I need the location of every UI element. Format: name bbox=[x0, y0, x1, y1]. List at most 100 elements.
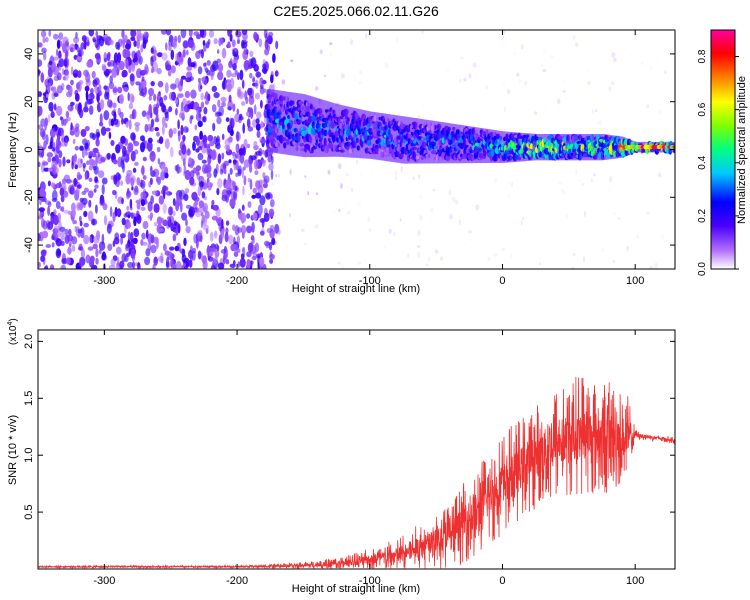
ridge-envelope bbox=[270, 89, 272, 153]
speckle-blob bbox=[661, 234, 665, 240]
x-tick-label: 0 bbox=[499, 275, 505, 287]
speckle-blob bbox=[448, 189, 452, 196]
ridge-blob bbox=[380, 146, 387, 150]
speckle-blob bbox=[601, 248, 604, 252]
ridge-envelope bbox=[388, 114, 391, 162]
ridge-envelope bbox=[452, 123, 455, 164]
noise-blob bbox=[252, 250, 257, 260]
ridge-blob bbox=[279, 135, 284, 144]
colorbar-tick-label: 0.8 bbox=[697, 49, 708, 63]
noise-blob bbox=[119, 111, 124, 119]
speckle-blob bbox=[304, 175, 307, 178]
noise-blob bbox=[197, 66, 203, 75]
noise-blob bbox=[117, 173, 122, 181]
ridge-blob bbox=[558, 138, 562, 146]
noise-blob bbox=[209, 140, 215, 147]
noise-blob bbox=[262, 149, 265, 155]
speckle-blob bbox=[300, 228, 305, 232]
speckle-blob bbox=[400, 166, 403, 173]
ridge-blob bbox=[276, 112, 282, 116]
noise-blob bbox=[52, 61, 57, 69]
speckle-blob bbox=[565, 213, 569, 220]
speckle-blob bbox=[449, 213, 453, 220]
noise-blob bbox=[65, 110, 70, 118]
noise-blob bbox=[247, 242, 254, 253]
noise-blob bbox=[85, 71, 89, 78]
speckle-blob bbox=[641, 61, 644, 66]
noise-blob bbox=[241, 225, 247, 235]
noise-blob bbox=[149, 150, 156, 162]
speckle-blob bbox=[502, 34, 504, 42]
noise-blob bbox=[270, 193, 273, 200]
ridge-blob bbox=[433, 141, 437, 147]
noise-blob bbox=[182, 49, 186, 58]
speckle-blob bbox=[288, 213, 291, 218]
ridge-envelope bbox=[341, 105, 343, 157]
noise-blob bbox=[159, 96, 164, 107]
speckle-blob bbox=[277, 173, 281, 178]
noise-blob bbox=[262, 79, 267, 85]
noise-blob bbox=[211, 247, 217, 253]
noise-blob bbox=[124, 224, 127, 235]
noise-blob bbox=[162, 219, 169, 227]
noise-blob bbox=[177, 119, 180, 130]
noise-blob bbox=[99, 199, 106, 207]
noise-blob bbox=[40, 218, 45, 228]
ridge-envelope bbox=[380, 113, 383, 161]
noise-blob bbox=[220, 38, 224, 45]
noise-blob bbox=[95, 204, 98, 214]
noise-blob bbox=[250, 57, 257, 69]
ridge-blob bbox=[380, 151, 385, 158]
noise-blob bbox=[207, 154, 212, 165]
noise-blob bbox=[230, 73, 238, 78]
noise-blob bbox=[160, 252, 164, 261]
ridge-blob bbox=[349, 149, 353, 154]
noise-blob bbox=[163, 109, 170, 115]
spectrogram-y-axis: -40 -20 0 20 40 bbox=[23, 48, 675, 253]
noise-blob bbox=[186, 148, 191, 156]
noise-blob bbox=[176, 163, 180, 174]
ridge-envelope bbox=[326, 100, 328, 157]
noise-blob bbox=[78, 80, 84, 85]
noise-blob bbox=[120, 236, 123, 245]
noise-blob bbox=[77, 184, 82, 189]
noise-blob bbox=[200, 77, 206, 82]
noise-blob bbox=[121, 117, 124, 125]
snr-line bbox=[38, 376, 675, 569]
noise-blob bbox=[201, 159, 207, 164]
noise-blob bbox=[38, 59, 43, 67]
speckle-blob bbox=[591, 108, 594, 115]
noise-blob bbox=[225, 117, 230, 122]
noise-blob bbox=[119, 260, 125, 269]
noise-blob bbox=[168, 128, 173, 139]
noise-blob bbox=[126, 205, 130, 211]
noise-blob bbox=[217, 99, 221, 108]
speckle-blob bbox=[583, 256, 585, 263]
ridge-envelope bbox=[324, 100, 326, 157]
speckle-blob bbox=[399, 218, 402, 222]
speckle-blob bbox=[542, 48, 546, 53]
ridge-envelope bbox=[335, 103, 338, 157]
ridge-blob bbox=[314, 134, 319, 140]
noise-blob bbox=[79, 220, 83, 227]
ridge-envelope bbox=[479, 127, 482, 164]
noise-blob bbox=[117, 52, 122, 63]
noise-blob bbox=[81, 197, 88, 205]
noise-blob bbox=[102, 65, 107, 72]
noise-blob bbox=[185, 127, 189, 133]
noise-blob bbox=[129, 73, 135, 82]
ridge-blob bbox=[430, 150, 437, 155]
ridge-envelope bbox=[443, 122, 446, 164]
noise-blob bbox=[220, 249, 227, 254]
speckle-blob bbox=[658, 172, 662, 178]
ridge-blob bbox=[614, 144, 619, 149]
noise-blob bbox=[103, 215, 108, 226]
noise-blob bbox=[246, 213, 251, 219]
noise-blob bbox=[182, 98, 187, 106]
speckle-blob bbox=[506, 88, 511, 95]
noise-blob bbox=[204, 163, 211, 173]
noise-blob bbox=[110, 118, 115, 127]
noise-blob bbox=[84, 171, 88, 181]
x-tick-label: -300 bbox=[93, 275, 115, 287]
noise-blob bbox=[49, 140, 53, 149]
